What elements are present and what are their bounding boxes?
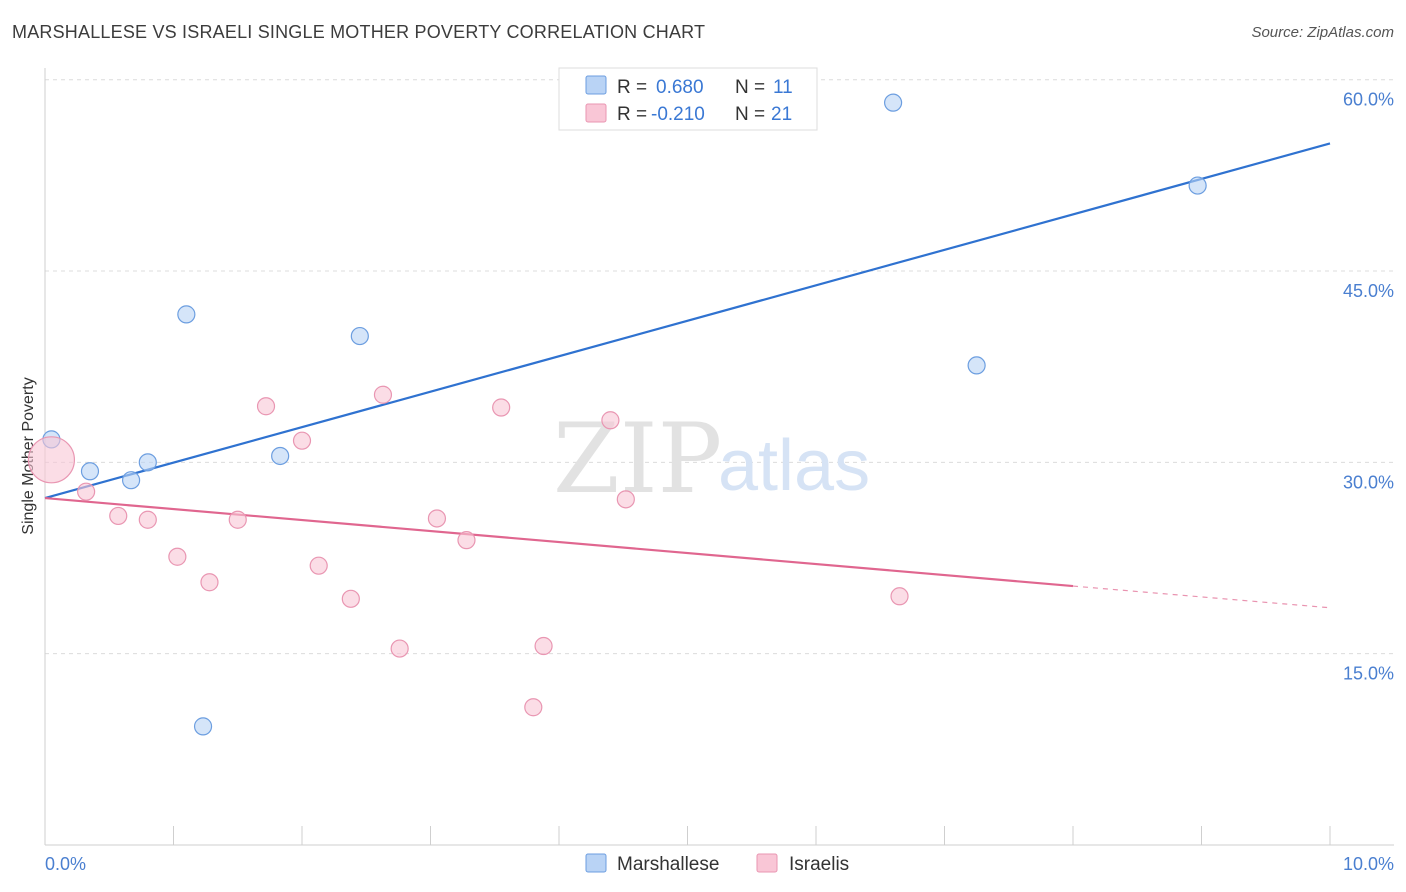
point-marshallese-1 <box>80 462 100 481</box>
point-marshallese-4 <box>177 305 196 324</box>
legend-r-value-1: 0.680 <box>656 77 704 98</box>
y-tick-label-0: 15.0% <box>1343 664 1394 684</box>
chart-title: MARSHALLESE VS ISRAELI SINGLE MOTHER POV… <box>12 22 706 42</box>
x-tick-labels: 0.0% 10.0% <box>45 854 1394 874</box>
point-israelis-12 <box>390 639 409 658</box>
x-ticks <box>173 826 1331 845</box>
point-israelis-11 <box>373 385 393 404</box>
point-israelis-0 <box>27 436 76 484</box>
point-israelis-4 <box>168 547 187 566</box>
legend-r-label-1: R = <box>617 77 647 98</box>
point-israelis-20 <box>890 587 909 606</box>
y-tick-label-1: 30.0% <box>1343 472 1394 492</box>
trend-line-israelis-extension <box>1072 585 1331 609</box>
point-marshallese-7 <box>350 326 369 346</box>
watermark-atlas: atlas <box>718 426 870 506</box>
point-marshallese-2 <box>121 471 141 490</box>
point-israelis-16 <box>524 698 543 717</box>
legend-n-value-1: 11 <box>773 77 793 98</box>
point-israelis-1 <box>77 482 96 501</box>
x-tick-label-1: 10.0% <box>1343 854 1394 874</box>
point-marshallese-3 <box>138 453 157 472</box>
point-israelis-15 <box>492 398 511 417</box>
bottom-legend-swatch-marshallese <box>585 853 607 873</box>
point-marshallese-10 <box>1188 176 1207 195</box>
point-israelis-18 <box>601 411 620 430</box>
point-israelis-9 <box>309 556 328 575</box>
point-israelis-17 <box>534 636 553 656</box>
watermark-zip: ZIP <box>553 403 722 515</box>
bottom-legend-swatch-israelis <box>756 853 778 873</box>
point-israelis-14 <box>457 531 476 550</box>
point-israelis-5 <box>200 573 219 592</box>
point-israelis-6 <box>228 510 247 529</box>
data-points <box>27 93 1207 736</box>
bottom-legend-marshallese: Marshallese <box>617 854 719 875</box>
legend-swatch-israelis <box>585 103 607 123</box>
point-marshallese-9 <box>967 356 986 375</box>
point-israelis-3 <box>138 510 157 529</box>
bottom-legend-israelis: Israelis <box>789 854 849 875</box>
x-tick-label-0: 0.0% <box>45 854 86 874</box>
legend-swatch-marshallese <box>585 75 607 95</box>
point-marshallese-6 <box>271 446 290 466</box>
top-legend: R = 0.680 N = 11 R = -0.210 N = 21 <box>558 67 818 131</box>
bottom-legend: Marshallese Israelis <box>585 853 849 875</box>
trend-lines <box>44 142 1331 609</box>
point-israelis-10 <box>341 589 360 608</box>
grid-lines <box>45 79 1394 655</box>
y-tick-labels: 15.0% 30.0% 45.0% 60.0% <box>1343 90 1394 684</box>
legend-n-label-1: N = <box>735 77 765 98</box>
trend-line-israelis <box>44 496 1074 588</box>
watermark: ZIP atlas <box>553 403 870 515</box>
y-tick-label-3: 60.0% <box>1343 90 1394 110</box>
legend-r-label-2: R = <box>617 104 647 125</box>
point-israelis-8 <box>292 431 312 450</box>
point-marshallese-8 <box>883 93 903 112</box>
y-tick-label-2: 45.0% <box>1343 281 1394 301</box>
point-israelis-7 <box>256 397 276 416</box>
point-israelis-2 <box>109 506 128 526</box>
point-marshallese-5 <box>193 717 213 736</box>
point-israelis-13 <box>427 509 447 528</box>
legend-n-label-2: N = <box>735 104 765 125</box>
source-label: Source: ZipAtlas.com <box>1251 24 1394 41</box>
legend-r-value-2: -0.210 <box>651 104 705 125</box>
legend-n-value-2: 21 <box>771 104 792 125</box>
trend-line-marshallese <box>44 142 1331 500</box>
point-israelis-19 <box>616 490 635 509</box>
